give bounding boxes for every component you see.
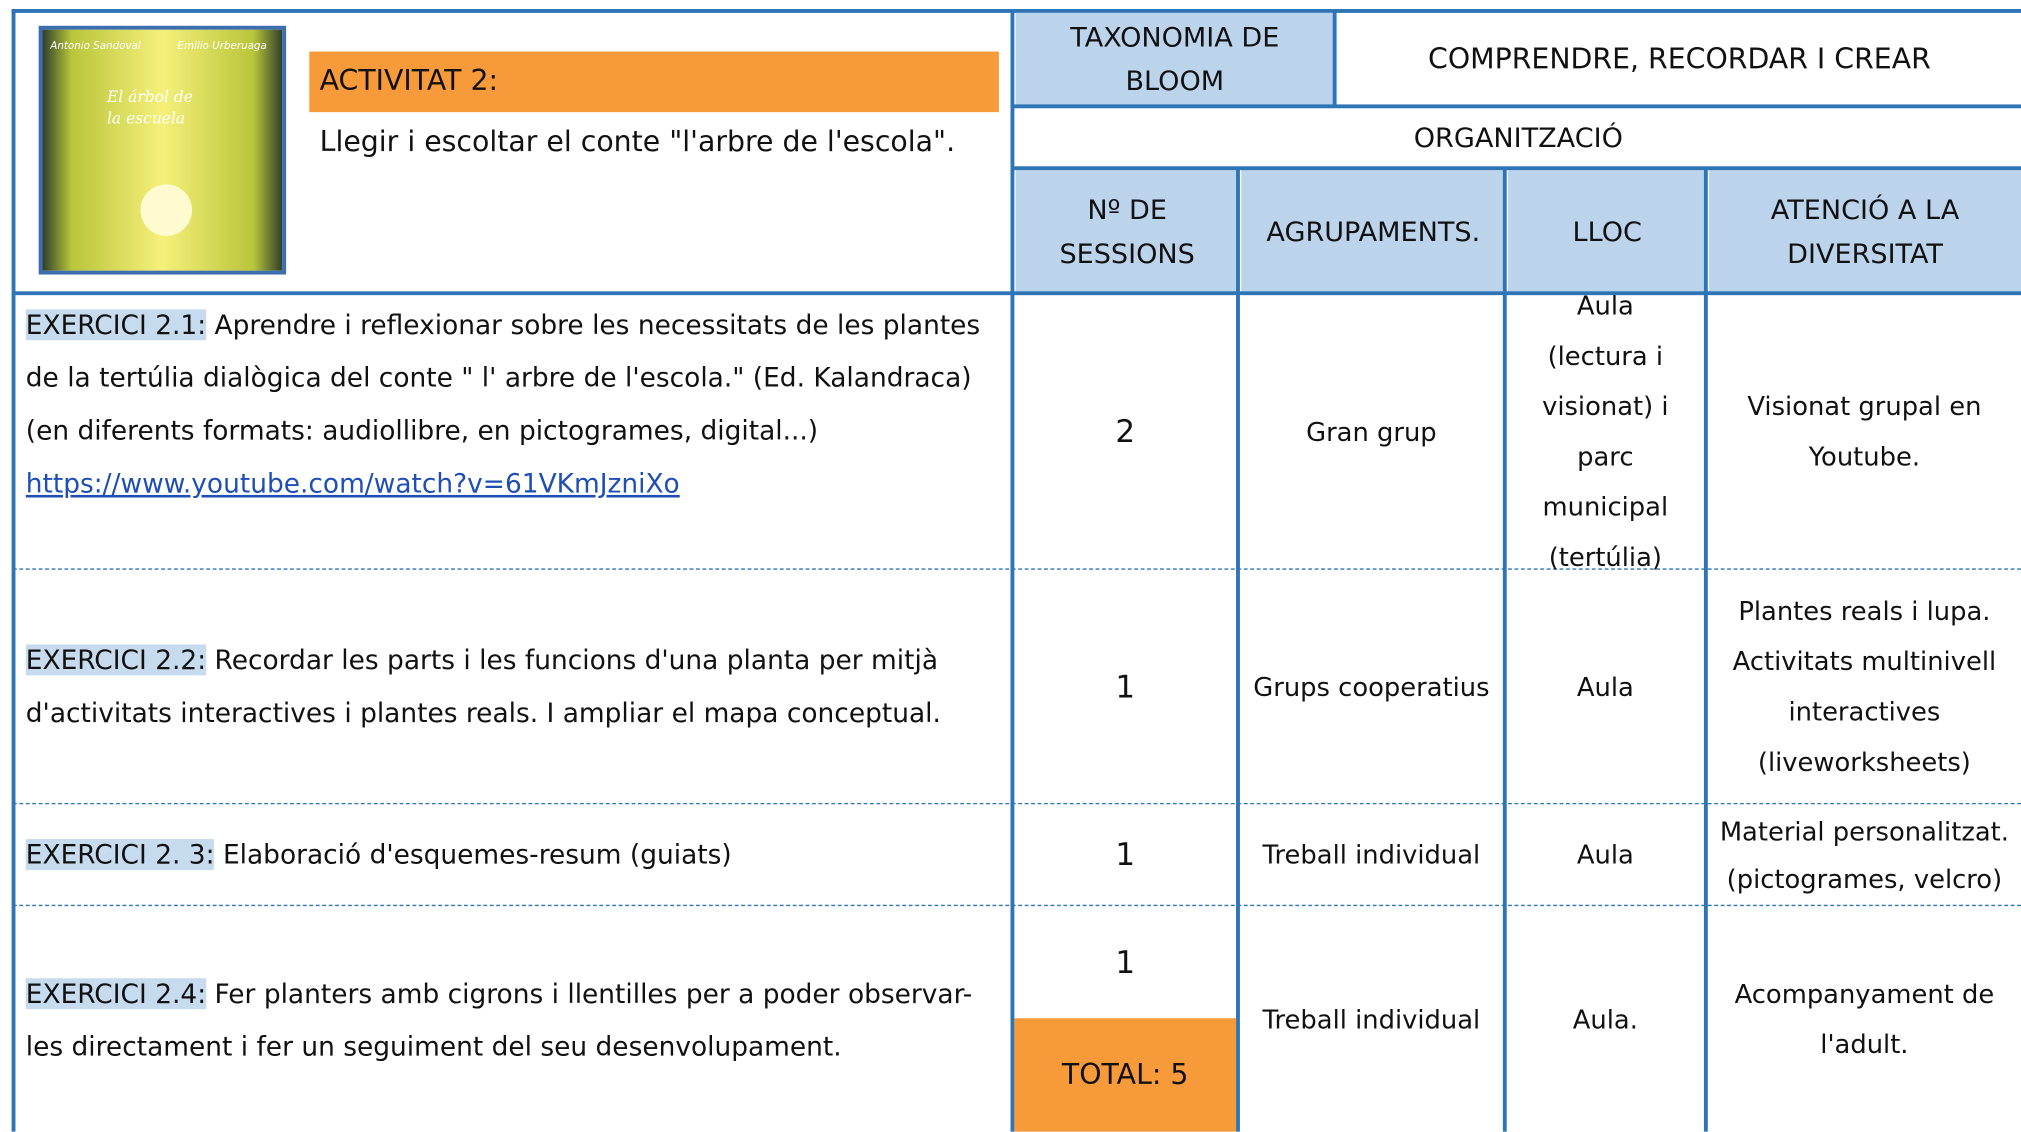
divider — [1013, 104, 2021, 109]
column-header: ATENCIÓ A LA DIVERSITAT — [1709, 170, 2021, 294]
organization-label: ORGANITZACIÓ — [1413, 121, 1623, 153]
row-divider — [12, 802, 2021, 805]
grouping: Grups cooperatius — [1253, 670, 1490, 702]
grouping: Gran grup — [1306, 415, 1437, 447]
exercise-text: Recordar les parts i les funcions d'una … — [25, 644, 941, 729]
place: Aula — [1576, 670, 1634, 702]
exercise-text: Aprendre i reflexionar sobre les necessi… — [25, 309, 981, 446]
exercise: EXERCICI 2.1: Aprendre i reflexionar sob… — [25, 299, 999, 510]
divider — [1332, 10, 1337, 106]
row-divider — [12, 904, 2021, 907]
diversity: Visionat grupal en Youtube. — [1747, 390, 1982, 472]
divider — [1010, 10, 1015, 1132]
exercise: EXERCICI 2.2: Recordar les parts i les f… — [25, 634, 999, 740]
cover-title: El árbol de la escuela — [106, 87, 193, 128]
sessions: 1 — [1115, 836, 1136, 873]
divider — [1703, 167, 1708, 1132]
column-header: LLOC — [1508, 170, 1707, 294]
taxonomy-value: COMPRENDRE, RECORDAR I CREAR — [1428, 43, 1931, 76]
diversity: Material personalitzat. (pictogrames, ve… — [1719, 815, 2009, 894]
video-link[interactable]: https://www.youtube.com/watch?v=61VKmJzn… — [25, 467, 680, 499]
activity-title: ACTIVITAT 2: — [309, 51, 999, 113]
exercise-label: EXERCICI 2.4: — [25, 978, 207, 1010]
exercise-text: Fer planters amb cigrons i llentilles pe… — [25, 978, 973, 1063]
cover-sun — [140, 184, 193, 236]
taxonomy-label: TAXONOMIA DE BLOOM — [1015, 12, 1335, 106]
table-frame — [11, 9, 2021, 1132]
diversity: Plantes reals i lupa. Activitats multini… — [1732, 595, 1997, 778]
grouping: Treball individual — [1262, 839, 1481, 871]
row-divider — [12, 568, 2021, 570]
total-sessions: TOTAL: 5 — [1014, 1018, 1237, 1132]
column-header: AGRUPAMENTS. — [1241, 170, 1506, 294]
exercise-label: EXERCICI 2.2: — [25, 644, 207, 676]
cover-author: Emilio Urberuaga — [177, 39, 267, 52]
activity-description: Llegir i escoltar el conte "l'arbre de l… — [319, 125, 956, 158]
sessions: 1 — [1115, 944, 1136, 981]
book-cover: Antonio Sandoval Emilio Urberuaga El árb… — [38, 25, 287, 275]
place: Aula (lectura i visionat) i parc municip… — [1542, 290, 1669, 573]
divider — [1236, 167, 1240, 1132]
place: Aula — [1576, 839, 1634, 871]
exercise: EXERCICI 2.4: Fer planters amb cigrons i… — [25, 968, 999, 1074]
sessions: 2 — [1115, 413, 1136, 450]
place: Aula. — [1572, 1003, 1638, 1035]
divider — [1502, 167, 1507, 1132]
cover-author: Antonio Sandoval — [50, 39, 141, 52]
diversity: Acompanyament de l'adult. — [1734, 978, 1995, 1060]
column-header: Nº DE SESSIONS — [1015, 170, 1239, 294]
sessions: 1 — [1115, 668, 1136, 705]
divider — [1013, 166, 2021, 171]
exercise-label: EXERCICI 2. 3: — [25, 839, 215, 871]
grouping: Treball individual — [1262, 1003, 1481, 1035]
exercise: EXERCICI 2. 3: Elaboració d'esquemes-res… — [25, 829, 999, 882]
exercise-text: Elaboració d'esquemes-resum (guiats) — [222, 839, 732, 871]
exercise-label: EXERCICI 2.1: — [25, 309, 207, 341]
divider — [12, 291, 2021, 296]
